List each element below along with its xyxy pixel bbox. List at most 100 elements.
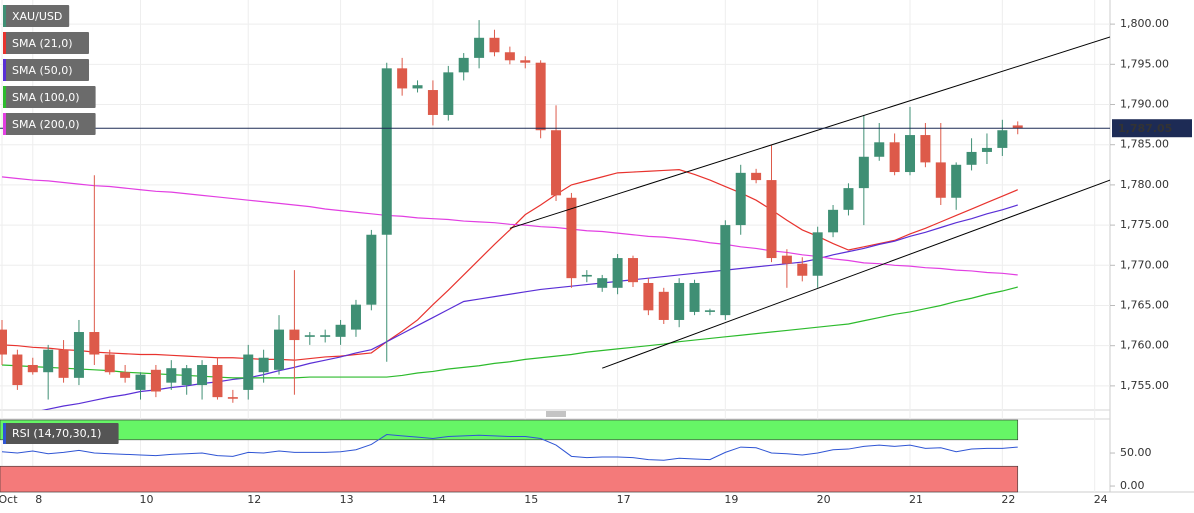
x-tick-label: 8 <box>35 493 42 506</box>
x-tick-label: 14 <box>432 493 446 506</box>
candle-body <box>274 329 285 370</box>
trend-line <box>509 36 1110 229</box>
axes: Oct 8 10 12 13 14 15 17 19 20 21 22 24 1,755.00 1,760.… <box>0 17 1192 506</box>
candle-body <box>658 291 669 320</box>
x-tick-label: Oct <box>0 493 18 506</box>
y-tick-label: 1,800.00 <box>1120 17 1169 30</box>
candle-body <box>704 310 715 312</box>
candle-body <box>720 225 731 316</box>
legend-box <box>3 423 119 444</box>
candle-body <box>812 232 823 276</box>
candle-body <box>935 162 946 198</box>
candle-body <box>920 135 931 163</box>
legend-swatch <box>3 113 6 135</box>
candle-body <box>843 188 854 210</box>
y-tick-label: 1,755.00 <box>1120 379 1169 392</box>
candle-body <box>120 372 131 378</box>
x-tick-label: 10 <box>140 493 154 506</box>
legend-label: XAU/USD <box>12 10 62 23</box>
y-tick-label: 1,775.00 <box>1120 218 1169 231</box>
candle-body <box>397 68 408 89</box>
candle-body <box>366 234 377 305</box>
trend-line <box>602 179 1110 369</box>
grid <box>0 0 1110 492</box>
candle-body <box>551 130 562 196</box>
y-tick-label: 1,795.00 <box>1120 57 1169 70</box>
legend-item[interactable]: SMA (100,0) <box>3 86 96 108</box>
candle-body <box>73 332 84 378</box>
legend-item[interactable]: RSI (14,70,30,1) <box>3 423 119 444</box>
candle-body <box>781 255 792 264</box>
candle-body <box>504 52 515 61</box>
candle-body <box>12 354 23 386</box>
candle-body <box>320 335 331 337</box>
x-tick-label: 13 <box>340 493 354 506</box>
legend-item[interactable]: SMA (50,0) <box>3 59 89 81</box>
candle-body <box>227 397 238 399</box>
x-tick-label: 21 <box>909 493 923 506</box>
x-tick-label: 19 <box>724 493 738 506</box>
y-tick-label: 1,770.00 <box>1120 258 1169 271</box>
last-price-label: 1,787.05 <box>1118 122 1172 135</box>
legend-item[interactable]: SMA (21,0) <box>3 32 89 54</box>
candle-body <box>197 364 208 386</box>
candle-body <box>412 85 423 89</box>
candle-body <box>612 258 623 288</box>
panel-handle[interactable] <box>546 411 566 417</box>
candle-body <box>489 37 500 53</box>
legend-box <box>3 32 89 54</box>
overbought-band <box>0 419 1019 441</box>
candle-body <box>43 349 54 373</box>
candle-body <box>905 135 916 173</box>
candle-body <box>874 142 885 157</box>
candle-body <box>889 142 900 173</box>
legend-swatch <box>3 423 6 444</box>
candle-body <box>751 172 762 181</box>
candle-body <box>674 282 685 320</box>
y-tick-label: 0.00 <box>1120 479 1145 492</box>
candle-body <box>797 263 808 276</box>
legend-box <box>3 86 96 108</box>
candle-body <box>258 357 269 373</box>
candle-body <box>735 172 746 226</box>
x-tick-label: 12 <box>247 493 261 506</box>
legend-label: RSI (14,70,30,1) <box>12 427 101 440</box>
candle-body <box>135 374 146 390</box>
candle-body <box>104 354 115 373</box>
candle-body <box>981 147 992 152</box>
rsi-panel <box>0 419 1019 493</box>
candle-body <box>766 180 777 259</box>
last-price-box <box>1112 119 1192 138</box>
candle-body <box>997 130 1008 148</box>
candle-body <box>535 62 546 131</box>
x-tick-label: 20 <box>817 493 831 506</box>
legend-label: SMA (21,0) <box>12 37 73 50</box>
y-tick-label: 1,765.00 <box>1120 298 1169 311</box>
y-tick-label: 1,790.00 <box>1120 98 1169 111</box>
candle-body <box>304 335 315 337</box>
candle-body <box>474 37 485 58</box>
legend-box <box>3 5 70 27</box>
legend-swatch <box>3 86 6 108</box>
candle-body <box>427 90 438 115</box>
candle-body <box>243 354 254 390</box>
candle-body <box>58 349 69 378</box>
legend-label: SMA (200,0) <box>12 118 80 131</box>
x-tick-label: 22 <box>1001 493 1015 506</box>
legend-swatch <box>3 5 6 27</box>
candle-body <box>951 164 962 198</box>
candle-body <box>27 364 38 373</box>
candle-body <box>643 282 654 311</box>
candle-body <box>1012 125 1023 129</box>
candle-body <box>0 329 7 355</box>
candle-body <box>150 369 161 392</box>
legend-item[interactable]: SMA (200,0) <box>3 113 96 135</box>
candle-body <box>335 324 346 337</box>
y-tick-label: 1,780.00 <box>1120 178 1169 191</box>
candle-body <box>627 258 638 283</box>
legend-swatch <box>3 59 6 81</box>
candle-body <box>166 368 177 383</box>
legend-item[interactable]: XAU/USD <box>3 5 70 27</box>
legend-label: SMA (50,0) <box>12 64 73 77</box>
